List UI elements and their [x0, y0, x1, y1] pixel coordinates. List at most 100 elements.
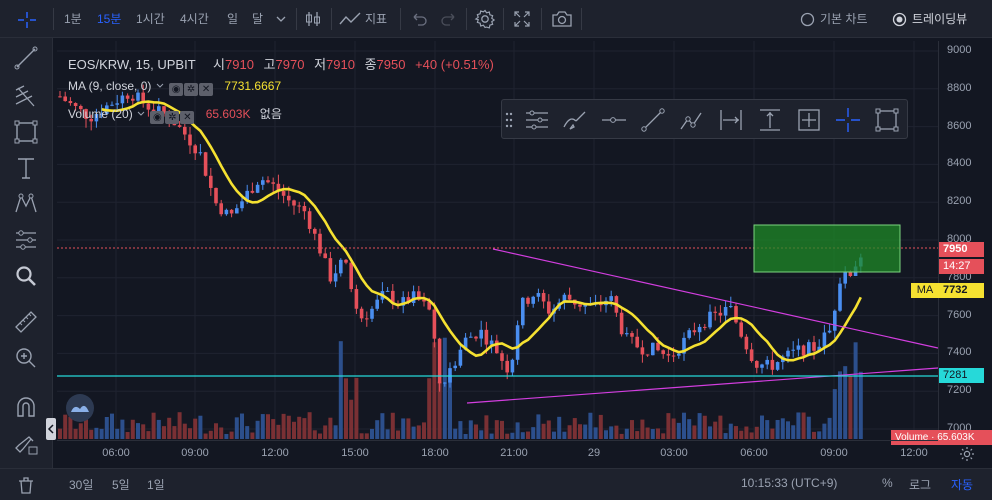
drag-handle-icon[interactable]	[505, 111, 513, 129]
fib-icon[interactable]	[12, 82, 40, 110]
trend-line-icon[interactable]	[12, 44, 40, 72]
interval-4h[interactable]: 4시간	[180, 12, 209, 26]
chevron-down-icon[interactable]	[275, 14, 287, 24]
path-icon[interactable]	[676, 105, 706, 135]
percent-toggle[interactable]: %	[882, 476, 893, 490]
time-tick-label: 09:00	[820, 447, 848, 459]
zoom-icon[interactable]	[12, 262, 40, 290]
symbol-legend: EOS/KRW, 15, UPBIT 시7910 고7970 저7910 종79…	[68, 54, 494, 73]
interval-1h[interactable]: 1시간	[136, 12, 165, 26]
settings-icon[interactable]	[474, 8, 496, 30]
candles-icon[interactable]	[303, 9, 323, 29]
log-toggle[interactable]: 로그	[909, 478, 932, 492]
interval-15m[interactable]: 15분	[97, 12, 122, 26]
radio-tradingview[interactable]	[892, 12, 907, 27]
pattern-icon[interactable]	[12, 190, 40, 218]
candle-body	[739, 322, 743, 337]
range-1d[interactable]: 1일	[147, 478, 165, 492]
candle-body	[661, 350, 665, 355]
candle-body	[344, 259, 348, 263]
rectangle-icon[interactable]	[12, 118, 40, 146]
crosshair-icon[interactable]	[833, 105, 863, 135]
interval-1m[interactable]: 1분	[64, 12, 82, 26]
candle-body	[307, 211, 312, 229]
volume-bar	[120, 419, 125, 439]
rectangle-icon[interactable]	[872, 105, 902, 135]
volume-bar	[141, 424, 146, 439]
chevron-down-icon[interactable]	[155, 82, 165, 90]
date-range-icon[interactable]	[716, 105, 746, 135]
candle-body	[531, 296, 535, 304]
candle-body	[365, 318, 369, 320]
volume-bar	[68, 416, 73, 439]
price-tick-label: 8600	[947, 119, 972, 132]
eye-icon[interactable]: ◉	[150, 111, 165, 124]
time-axis[interactable]	[57, 440, 938, 468]
volume-bar	[624, 428, 629, 439]
price-tick-label: 8400	[947, 157, 972, 170]
volume-badge: Volume · 65.603K	[891, 430, 992, 445]
tradingview-label[interactable]: 트레이딩뷰	[912, 12, 968, 26]
indicators-button[interactable]: 지표	[365, 12, 388, 26]
radio-basic-chart[interactable]	[800, 12, 815, 27]
interval-day[interactable]: 일	[227, 12, 239, 26]
brush-icon[interactable]	[560, 105, 590, 135]
volume-bar	[661, 433, 666, 439]
volume-bar	[593, 427, 598, 439]
change-value: +40 (+0.51%)	[415, 57, 494, 72]
gear-icon[interactable]: ✲	[184, 83, 199, 96]
candle-body	[630, 333, 634, 337]
horizontal-ray-icon[interactable]	[599, 105, 629, 135]
gear-icon[interactable]	[958, 445, 976, 463]
volume-bar	[822, 423, 827, 439]
volume-bar	[765, 420, 770, 439]
close-icon[interactable]: ✕	[199, 83, 214, 96]
indicators-icon[interactable]	[338, 10, 362, 28]
candle-body	[760, 364, 764, 368]
range-30d[interactable]: 30일	[69, 478, 94, 492]
trash-icon[interactable]	[16, 475, 36, 495]
volume-bar	[531, 427, 536, 439]
volume-legend-label[interactable]: Volume (20)	[68, 107, 133, 121]
range-5d[interactable]: 5일	[112, 478, 130, 492]
fib-retracement-icon[interactable]	[522, 105, 552, 135]
collapse-sidebar-button[interactable]	[46, 418, 56, 440]
upbit-logo	[66, 394, 94, 422]
ruler-icon[interactable]	[12, 308, 40, 336]
gear-icon[interactable]: ✲	[165, 111, 180, 124]
text-icon[interactable]	[12, 154, 40, 182]
prediction-icon[interactable]	[12, 226, 40, 254]
candle-body	[214, 187, 218, 204]
candle-body	[203, 152, 208, 176]
close-icon[interactable]: ✕	[180, 111, 195, 124]
crosshair-icon[interactable]	[15, 10, 39, 30]
magnet-icon[interactable]	[12, 394, 40, 422]
volume-bar	[567, 425, 572, 439]
candle-body	[817, 346, 821, 351]
candle-body	[333, 273, 338, 282]
candle-body	[417, 291, 421, 300]
redo-icon[interactable]	[440, 11, 458, 27]
eye-icon[interactable]: ◉	[169, 83, 184, 96]
candle-body	[281, 191, 286, 196]
volume-bar	[598, 414, 603, 439]
trend-line-icon[interactable]	[638, 105, 668, 135]
candle-body	[406, 297, 411, 303]
lock-drawing-icon[interactable]	[12, 430, 40, 458]
undo-icon[interactable]	[410, 11, 428, 27]
chevron-down-icon[interactable]	[136, 110, 146, 118]
interval-month[interactable]: 달	[252, 12, 264, 26]
candle-body	[708, 311, 712, 328]
auto-toggle[interactable]: 자동	[951, 478, 974, 492]
symbol-title[interactable]: EOS/KRW, 15, UPBIT	[68, 57, 196, 72]
price-range-icon[interactable]	[755, 105, 785, 135]
fullscreen-icon[interactable]	[512, 9, 532, 29]
candle-body	[677, 353, 681, 356]
volume-bar	[552, 431, 556, 439]
date-price-range-icon[interactable]	[794, 105, 824, 135]
ma-legend-label[interactable]: MA (9, close, 0)	[68, 79, 152, 93]
candle-body	[666, 354, 671, 356]
basic-chart-label[interactable]: 기본 차트	[820, 12, 868, 26]
camera-icon[interactable]	[551, 9, 573, 29]
zoom-in-icon[interactable]	[12, 344, 40, 372]
